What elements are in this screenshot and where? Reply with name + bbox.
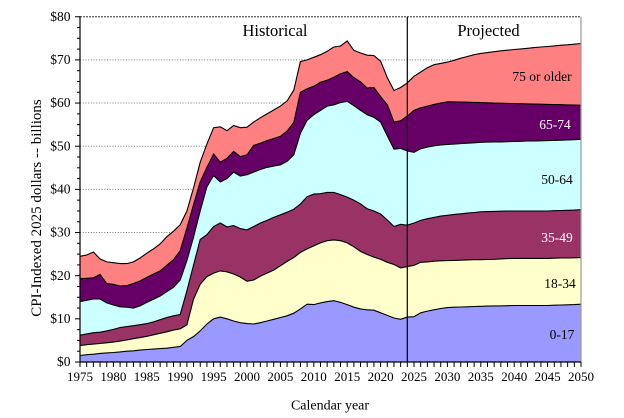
- svg-text:CPI-Indexed 2025 dollars -- bi: CPI-Indexed 2025 dollars -- billions: [29, 99, 45, 317]
- svg-text:2025: 2025: [401, 369, 427, 384]
- svg-text:1975: 1975: [67, 369, 93, 384]
- svg-text:2050: 2050: [568, 369, 594, 384]
- svg-text:50-64: 50-64: [541, 172, 573, 187]
- svg-text:$30: $30: [50, 225, 71, 240]
- svg-text:$20: $20: [50, 268, 71, 283]
- svg-text:2015: 2015: [334, 369, 360, 384]
- svg-text:2040: 2040: [501, 369, 527, 384]
- svg-text:2030: 2030: [434, 369, 460, 384]
- svg-text:$70: $70: [50, 52, 71, 67]
- svg-text:$60: $60: [50, 95, 71, 110]
- svg-text:18-34: 18-34: [544, 276, 576, 291]
- svg-text:2020: 2020: [368, 369, 394, 384]
- svg-text:$40: $40: [50, 181, 71, 196]
- svg-text:1995: 1995: [201, 369, 227, 384]
- svg-text:35-49: 35-49: [541, 230, 573, 245]
- svg-text:Projected: Projected: [457, 21, 520, 40]
- svg-text:75 or older: 75 or older: [512, 69, 572, 84]
- svg-text:65-74: 65-74: [539, 117, 571, 132]
- svg-text:$50: $50: [50, 138, 71, 153]
- svg-text:2005: 2005: [267, 369, 293, 384]
- svg-text:2045: 2045: [535, 369, 561, 384]
- svg-text:Calendar year: Calendar year: [291, 399, 369, 414]
- svg-text:0-17: 0-17: [550, 327, 575, 342]
- svg-text:2010: 2010: [301, 369, 327, 384]
- svg-text:$0: $0: [57, 354, 71, 369]
- svg-text:2035: 2035: [468, 369, 494, 384]
- svg-text:$80: $80: [50, 9, 71, 24]
- svg-text:Historical: Historical: [242, 21, 307, 40]
- svg-text:1990: 1990: [167, 369, 193, 384]
- svg-text:1980: 1980: [100, 369, 126, 384]
- svg-text:$10: $10: [50, 311, 71, 326]
- svg-text:1985: 1985: [134, 369, 160, 384]
- svg-text:2000: 2000: [234, 369, 260, 384]
